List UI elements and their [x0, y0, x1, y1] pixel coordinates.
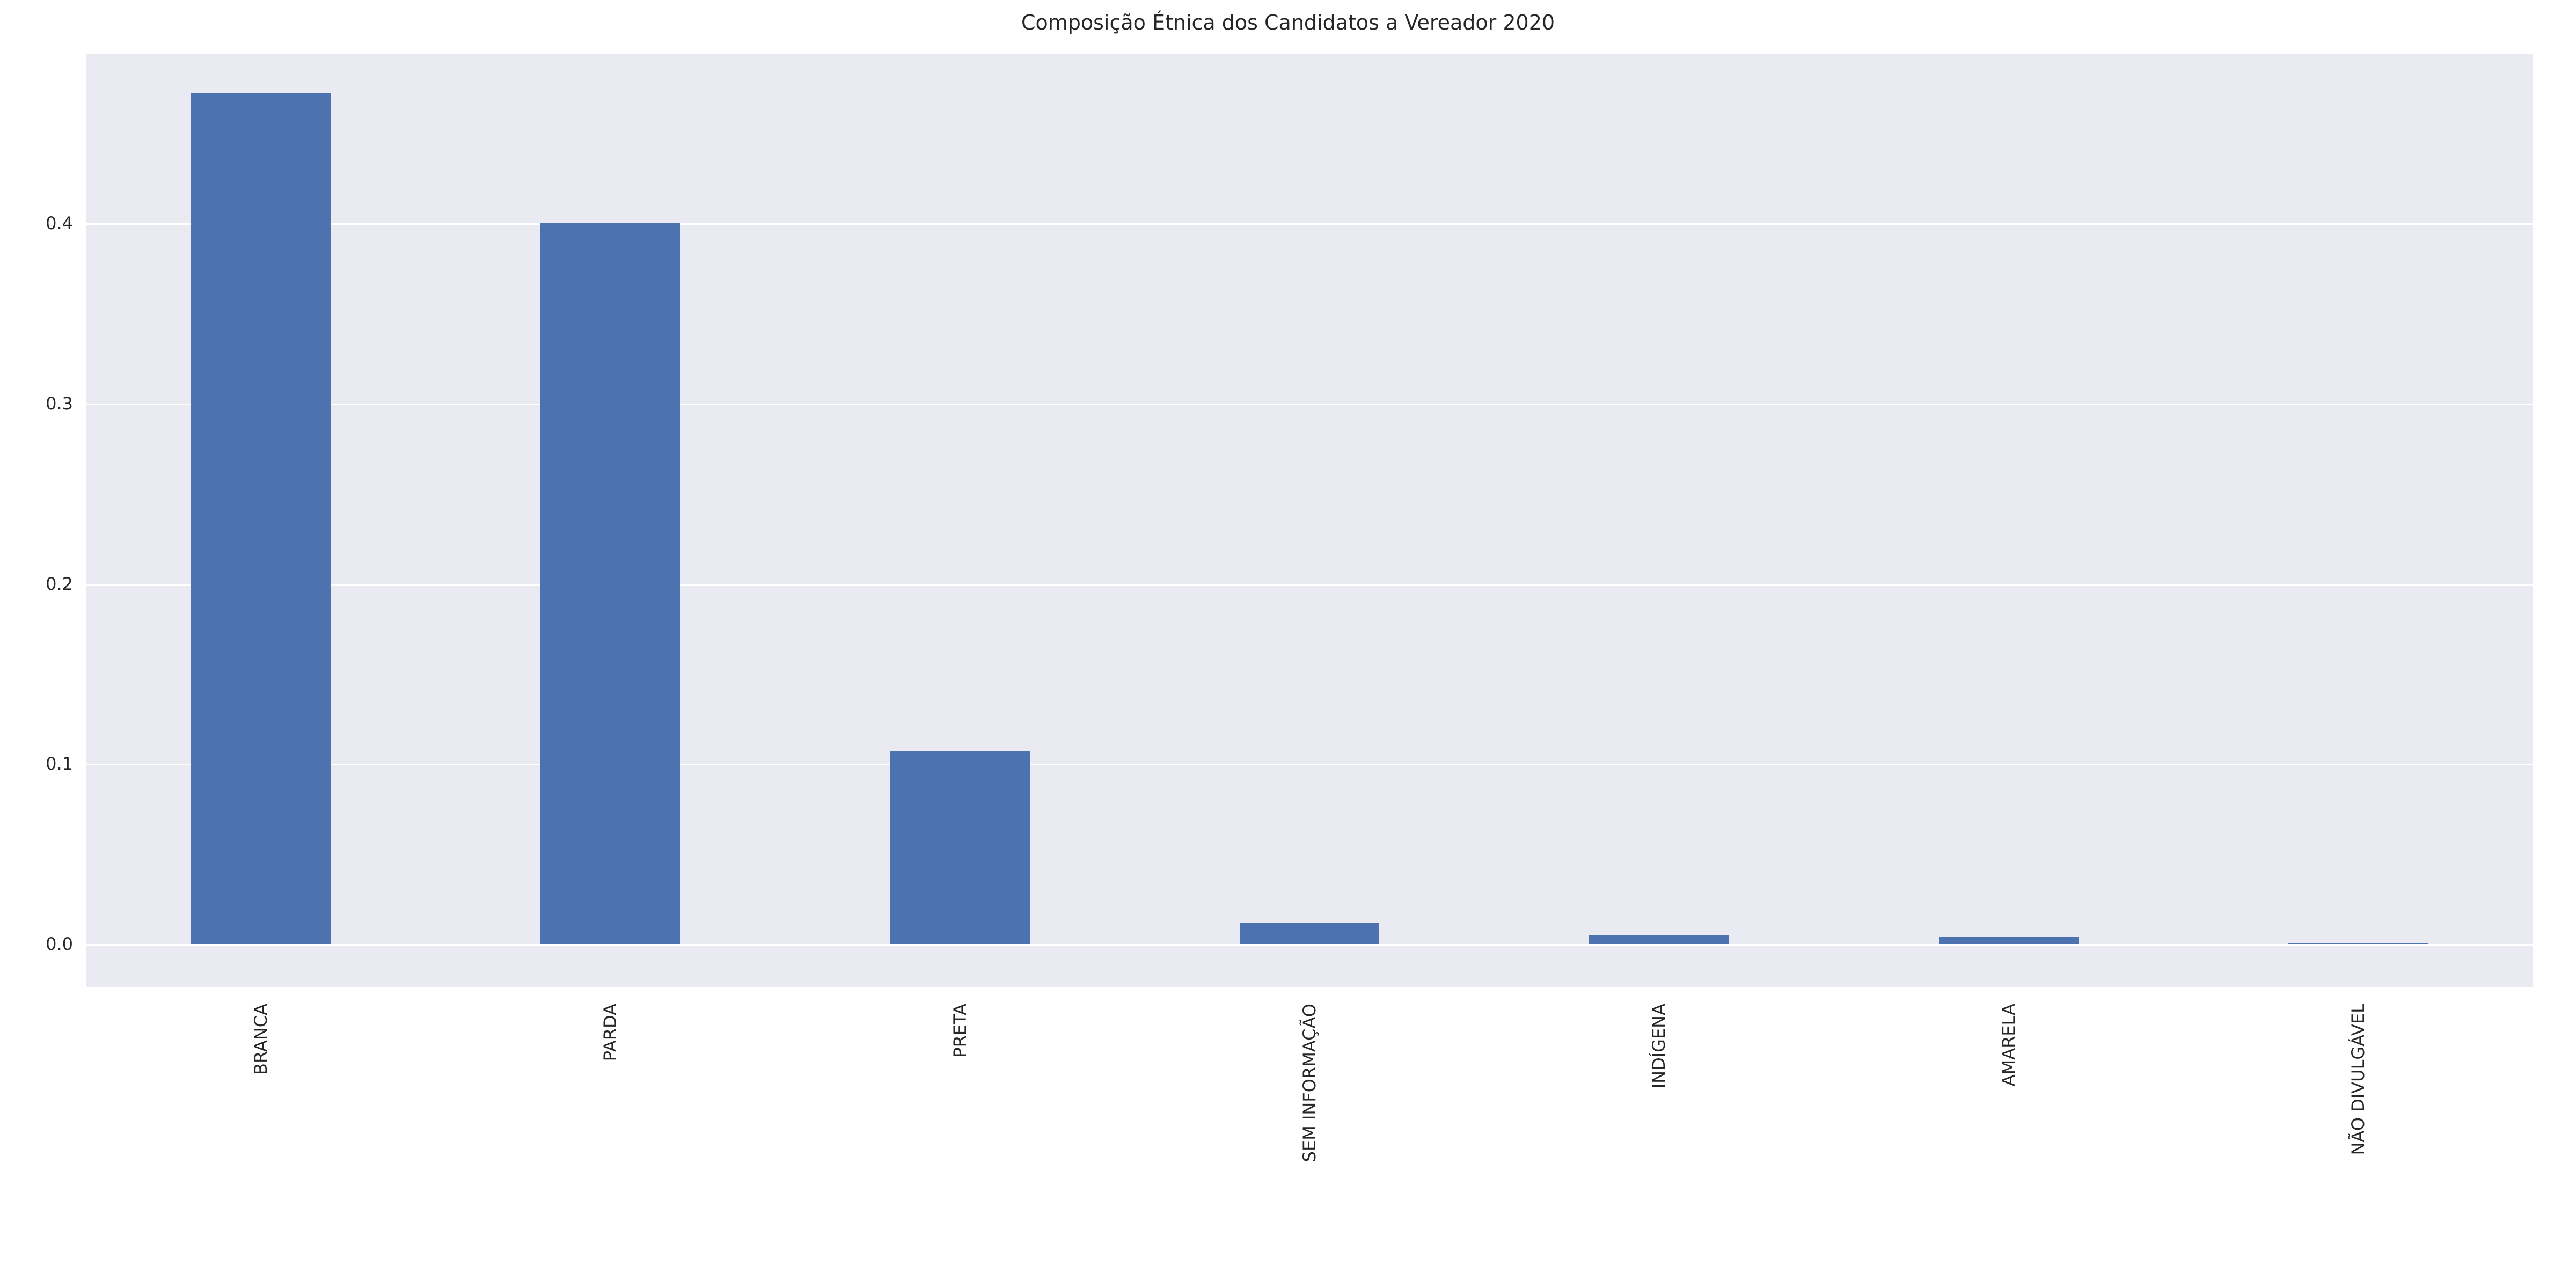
bar — [2288, 943, 2428, 945]
x-tick-label: BRANCA — [251, 1004, 271, 1075]
x-tick-label: AMARELA — [1999, 1004, 2019, 1086]
chart-title: Composição Étnica dos Candidatos a Verea… — [0, 11, 2576, 34]
gridline — [86, 223, 2533, 225]
gridline — [86, 764, 2533, 765]
y-tick-label: 0.0 — [0, 934, 73, 954]
bar — [191, 93, 331, 944]
y-tick-label: 0.1 — [0, 753, 73, 774]
gridline — [86, 944, 2533, 946]
bar — [1240, 923, 1380, 944]
bar — [1589, 935, 1729, 945]
gridline — [86, 584, 2533, 586]
plot-area — [86, 54, 2533, 987]
y-tick-label: 0.3 — [0, 393, 73, 414]
bar-chart: Composição Étnica dos Candidatos a Verea… — [0, 0, 2576, 1288]
y-tick-label: 0.4 — [0, 213, 73, 233]
x-tick-label: PRETA — [950, 1004, 970, 1058]
x-tick-label: NÃO DIVULGÁVEL — [2348, 1004, 2368, 1155]
bar — [890, 751, 1030, 944]
x-tick-label: SEM INFORMAÇÃO — [1299, 1004, 1320, 1162]
y-tick-label: 0.2 — [0, 574, 73, 594]
x-tick-label: PARDA — [600, 1004, 620, 1061]
x-tick-label: INDÍGENA — [1649, 1004, 1669, 1088]
gridline — [86, 404, 2533, 405]
bar — [540, 223, 680, 945]
bar — [1939, 937, 2079, 944]
